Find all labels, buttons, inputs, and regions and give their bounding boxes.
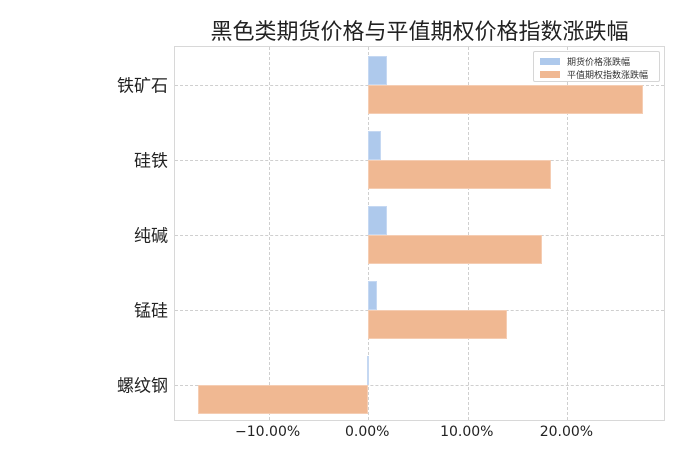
legend-item-options: 平值期权指数涨跌幅: [540, 68, 649, 81]
legend-item-futures: 期货价格涨跌幅: [540, 55, 631, 68]
y-tick-label: 铁矿石: [117, 76, 168, 96]
bar-options-4: [197, 384, 369, 414]
x-tick-label: 20.00%: [539, 424, 594, 440]
bar-futures-4: [367, 355, 370, 385]
bar-futures-0: [368, 55, 388, 85]
legend: 期货价格涨跌幅 平值期权指数涨跌幅: [533, 51, 660, 82]
bar-options-1: [368, 159, 552, 189]
x-tick-label: 0.00%: [344, 424, 390, 440]
legend-swatch-options: [540, 70, 560, 78]
bar-options-0: [368, 84, 644, 114]
legend-label-futures: 期货价格涨跌幅: [567, 57, 631, 68]
bar-futures-1: [368, 130, 382, 160]
x-gridline: [567, 47, 569, 420]
x-gridline: [268, 47, 270, 420]
legend-label-options: 平值期权指数涨跌幅: [567, 70, 649, 81]
y-gridline: [175, 384, 664, 386]
legend-swatch-futures: [540, 57, 560, 65]
bar-options-2: [368, 234, 543, 264]
bar-futures-3: [368, 280, 378, 310]
plot-area: [174, 46, 665, 421]
chart-title: 黑色类期货价格与平值期权价格指数涨跌幅: [210, 20, 629, 45]
x-tick-label: 10.00%: [440, 424, 494, 440]
bar-options-3: [368, 309, 507, 339]
x-tick-label: −10.00%: [235, 424, 301, 440]
y-tick-label: 螺纹钢: [117, 376, 168, 396]
bar-futures-2: [368, 205, 388, 235]
x-gridline: [467, 47, 469, 420]
y-tick-label: 锰硅: [134, 301, 168, 321]
y-tick-label: 纯碱: [134, 226, 168, 246]
y-tick-label: 硅铁: [134, 151, 168, 171]
